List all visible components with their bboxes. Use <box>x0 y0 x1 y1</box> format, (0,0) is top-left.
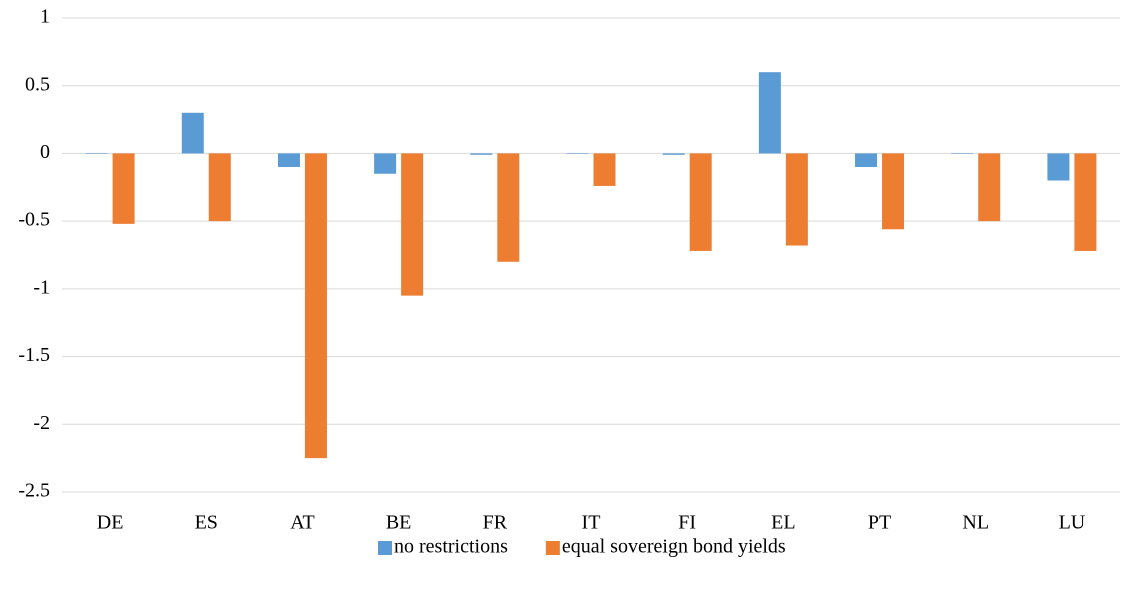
bar <box>85 153 108 154</box>
x-tick-label: IT <box>582 512 601 534</box>
y-tick-label: 0.5 <box>25 73 50 95</box>
y-tick-label: 0 <box>40 141 50 163</box>
x-tick-label: PT <box>868 512 891 534</box>
x-tick-label: BE <box>386 512 412 534</box>
bar <box>855 153 878 167</box>
x-tick-label: FI <box>678 512 696 534</box>
bar <box>181 112 204 154</box>
x-tick-label: DE <box>97 512 124 534</box>
x-tick-label: NL <box>962 512 989 534</box>
bar <box>304 153 327 459</box>
x-tick-label: LU <box>1059 512 1086 534</box>
bar <box>401 153 424 296</box>
bar <box>566 153 589 154</box>
x-tick-label: FR <box>483 512 508 534</box>
legend-swatch <box>545 541 560 555</box>
bar <box>689 153 712 251</box>
bar <box>470 153 493 155</box>
y-tick-label: -1.5 <box>18 344 50 366</box>
bar <box>112 153 135 224</box>
bar <box>593 153 616 186</box>
legend-label: no restrictions <box>394 536 508 558</box>
y-tick-label: 1 <box>40 6 50 28</box>
x-tick-label: ES <box>195 512 218 534</box>
bar <box>1047 153 1070 181</box>
bar <box>497 153 520 262</box>
y-tick-label: -0.5 <box>18 209 50 231</box>
y-tick-label: -2 <box>33 412 50 434</box>
y-tick-label: -2.5 <box>18 480 50 502</box>
bar <box>785 153 808 246</box>
bar <box>951 153 974 154</box>
legend-label: equal sovereign bond yields <box>562 536 786 558</box>
bar <box>758 72 781 154</box>
legend-swatch <box>378 541 392 555</box>
x-tick-label: AT <box>290 512 314 534</box>
bar <box>374 153 397 174</box>
bar <box>208 153 231 222</box>
y-tick-label: -1 <box>33 276 50 298</box>
bar <box>882 153 905 230</box>
bar <box>662 153 685 155</box>
bar <box>277 153 300 167</box>
x-tick-label: EL <box>771 512 795 534</box>
bar <box>978 153 1001 222</box>
bar <box>1074 153 1097 251</box>
